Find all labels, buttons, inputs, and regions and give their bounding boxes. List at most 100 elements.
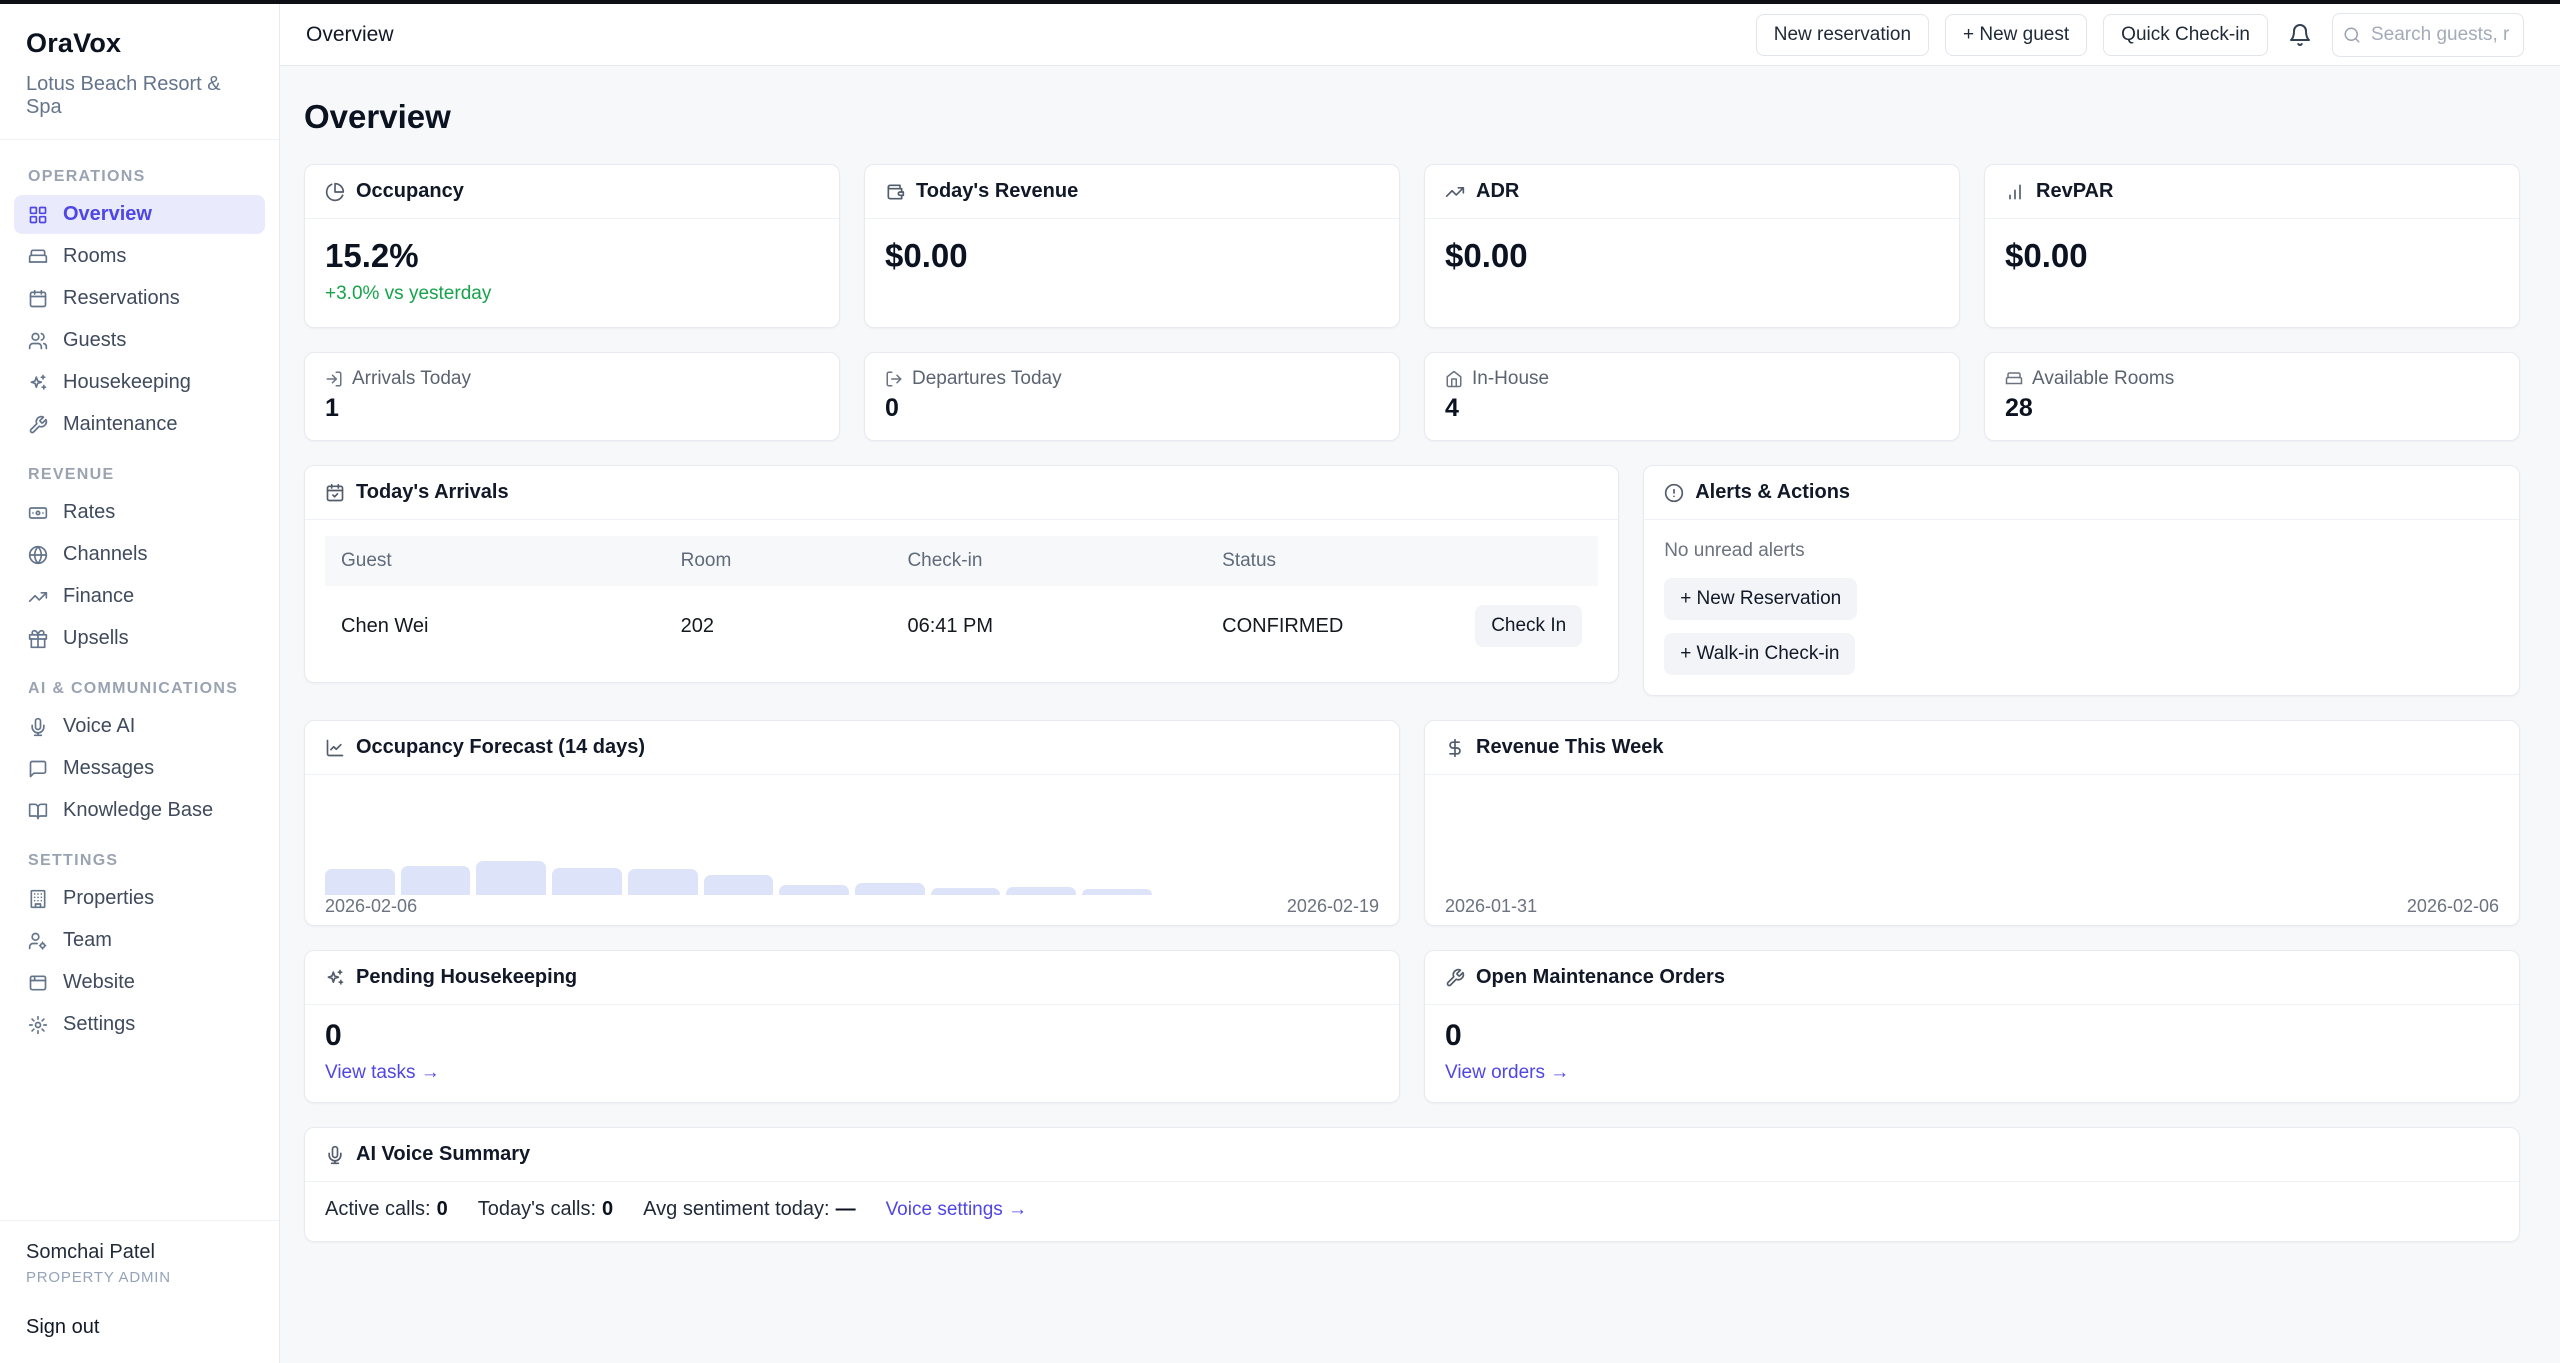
log-in-icon — [325, 370, 343, 388]
voice-summary-body: Active calls: 0 Today's calls: 0 Avg senti… — [305, 1182, 2519, 1241]
kpi-body: $0.00 — [865, 219, 1399, 305]
card-title: Today's Arrivals — [356, 481, 509, 503]
sidebar-item-label: Maintenance — [63, 413, 178, 435]
topbar: Overview New reservation + New guest Qui… — [280, 4, 2560, 66]
sidebar-item-finance[interactable]: Finance — [14, 577, 265, 616]
sidebar-item-website[interactable]: Website — [14, 963, 265, 1002]
sidebar-item-overview[interactable]: Overview — [14, 195, 265, 234]
sidebar-item-label: Guests — [63, 329, 127, 351]
kpi-card-occupancy: Occupancy 15.2% +3.0% vs yesterday — [304, 164, 840, 328]
sidebar-item-settings[interactable]: Settings — [14, 1005, 265, 1044]
sidebar-item-team[interactable]: Team — [14, 921, 265, 960]
sidebar-item-rates[interactable]: Rates — [14, 493, 265, 532]
card-header: Pending Housekeeping — [305, 951, 1399, 1005]
sidebar-item-label: Housekeeping — [63, 371, 191, 393]
chart-bar — [855, 883, 925, 895]
kpi-value: $0.00 — [1445, 237, 1528, 274]
topbar-actions: New reservation + New guest Quick Check-… — [1755, 12, 2524, 57]
sidebar-item-messages[interactable]: Messages — [14, 749, 265, 788]
message-icon — [28, 759, 48, 779]
sidebar-item-knowledge-base[interactable]: Knowledge Base — [14, 791, 265, 830]
chart-bar — [400, 866, 471, 895]
forecast-bars — [325, 855, 1379, 895]
search-icon — [2343, 26, 2361, 44]
occupancy-forecast-card: Occupancy Forecast (14 days) 2026-02-06 … — [304, 720, 1400, 926]
voice-settings-link[interactable]: Voice settings → — [885, 1198, 1028, 1220]
bar-chart-icon — [2005, 182, 2025, 202]
todays-calls-value: 0 — [602, 1198, 614, 1220]
table-header-row: Guest Room Check-in Status — [325, 536, 1599, 586]
kpi-body: $0.00 — [1985, 219, 2519, 305]
column-header-checkin: Check-in — [907, 550, 983, 571]
card-title: Occupancy — [356, 180, 464, 202]
card-header: Revenue This Week — [1425, 721, 2519, 775]
card-header: AI Voice Summary — [305, 1128, 2519, 1182]
sidebar-item-label: Knowledge Base — [63, 799, 214, 821]
new-reservation-button[interactable]: New reservation — [1755, 13, 1930, 56]
sidebar-item-properties[interactable]: Properties — [14, 879, 265, 918]
cell-checkin: 06:41 PM — [907, 614, 994, 637]
card-header: ADR — [1425, 165, 1959, 219]
kpi-row: Occupancy 15.2% +3.0% vs yesterday Today… — [304, 164, 2520, 328]
sentiment-label: Avg sentiment today: — [643, 1198, 830, 1220]
new-guest-button[interactable]: + New guest — [1945, 13, 2088, 56]
search-input[interactable] — [2332, 12, 2524, 57]
count-body: 0 View orders → — [1425, 1005, 2519, 1102]
card-header: Occupancy Forecast (14 days) — [305, 721, 1399, 775]
chart-bar — [552, 868, 622, 895]
book-open-icon — [28, 801, 48, 821]
new-reservation-quick-button[interactable]: + New Reservation — [1664, 578, 1858, 620]
kpi-body: $0.00 — [1425, 219, 1959, 305]
alerts-actions-card: Alerts & Actions No unread alerts + New … — [1643, 465, 2520, 696]
kpi-value: $0.00 — [885, 237, 968, 274]
stat-value: 0 — [885, 394, 899, 422]
stat-value: 1 — [325, 394, 339, 422]
gift-icon — [28, 629, 48, 649]
column-header-action — [1459, 536, 1598, 586]
search-box — [2332, 12, 2524, 57]
page-content: Overview Occupancy 15.2% +3.0% vs yester… — [280, 66, 2560, 1363]
stat-label-row: In-House — [1445, 368, 1939, 390]
check-in-button[interactable]: Check In — [1475, 605, 1583, 647]
walk-in-checkin-button[interactable]: + Walk-in Check-in — [1664, 633, 1856, 675]
x-axis-end-label: 2026-02-19 — [1286, 896, 1379, 916]
team-icon — [28, 931, 48, 951]
sidebar-item-label: Properties — [63, 887, 155, 909]
card-header: RevPAR — [1985, 165, 2519, 219]
card-title: Today's Revenue — [916, 180, 1079, 202]
revenue-bars — [1445, 855, 2499, 895]
brand-logo: OraVox — [26, 28, 122, 58]
layout-grid-icon — [28, 205, 48, 225]
sidebar-item-upsells[interactable]: Upsells — [14, 619, 265, 658]
kpi-delta: +3.0% vs yesterday — [325, 283, 492, 304]
sidebar-item-reservations[interactable]: Reservations — [14, 279, 265, 318]
sidebar-item-label: Website — [63, 971, 135, 993]
line-chart-icon — [325, 738, 345, 758]
notifications-bell-button[interactable] — [2284, 19, 2316, 51]
sidebar-item-voice-ai[interactable]: Voice AI — [14, 707, 265, 746]
sidebar-item-guests[interactable]: Guests — [14, 321, 265, 360]
sidebar-item-rooms[interactable]: Rooms — [14, 237, 265, 276]
sidebar-item-label: Rates — [63, 501, 116, 523]
stat-label: Departures Today — [912, 368, 1062, 389]
column-header-guest: Guest — [341, 550, 392, 571]
sidebar-item-label: Settings — [63, 1013, 136, 1035]
quick-checkin-button[interactable]: Quick Check-in — [2103, 13, 2268, 56]
arrivals-alerts-row: Today's Arrivals Guest Room Check-in Sta… — [304, 465, 2520, 696]
view-tasks-link[interactable]: View tasks → — [325, 1062, 440, 1083]
sidebar-item-housekeeping[interactable]: Housekeeping — [14, 363, 265, 402]
sidebar-item-maintenance[interactable]: Maintenance — [14, 405, 265, 444]
card-title: Revenue This Week — [1476, 736, 1664, 758]
card-header: Occupancy — [305, 165, 839, 219]
sidebar-item-channels[interactable]: Channels — [14, 535, 265, 574]
stat-label: Available Rooms — [2032, 368, 2175, 389]
stat-card-in-house: In-House 4 — [1424, 352, 1960, 441]
wallet-icon — [885, 182, 905, 202]
sign-out-button[interactable]: Sign out — [26, 1316, 100, 1338]
sparkles-icon — [28, 373, 48, 393]
alerts-body: No unread alerts + New Reservation + Wal… — [1644, 520, 2519, 695]
kpi-card-todays-revenue: Today's Revenue $0.00 — [864, 164, 1400, 328]
stat-card-available-rooms: Available Rooms 28 — [1984, 352, 2520, 441]
view-orders-link[interactable]: View orders → — [1445, 1062, 1570, 1083]
card-title: Open Maintenance Orders — [1476, 966, 1725, 988]
